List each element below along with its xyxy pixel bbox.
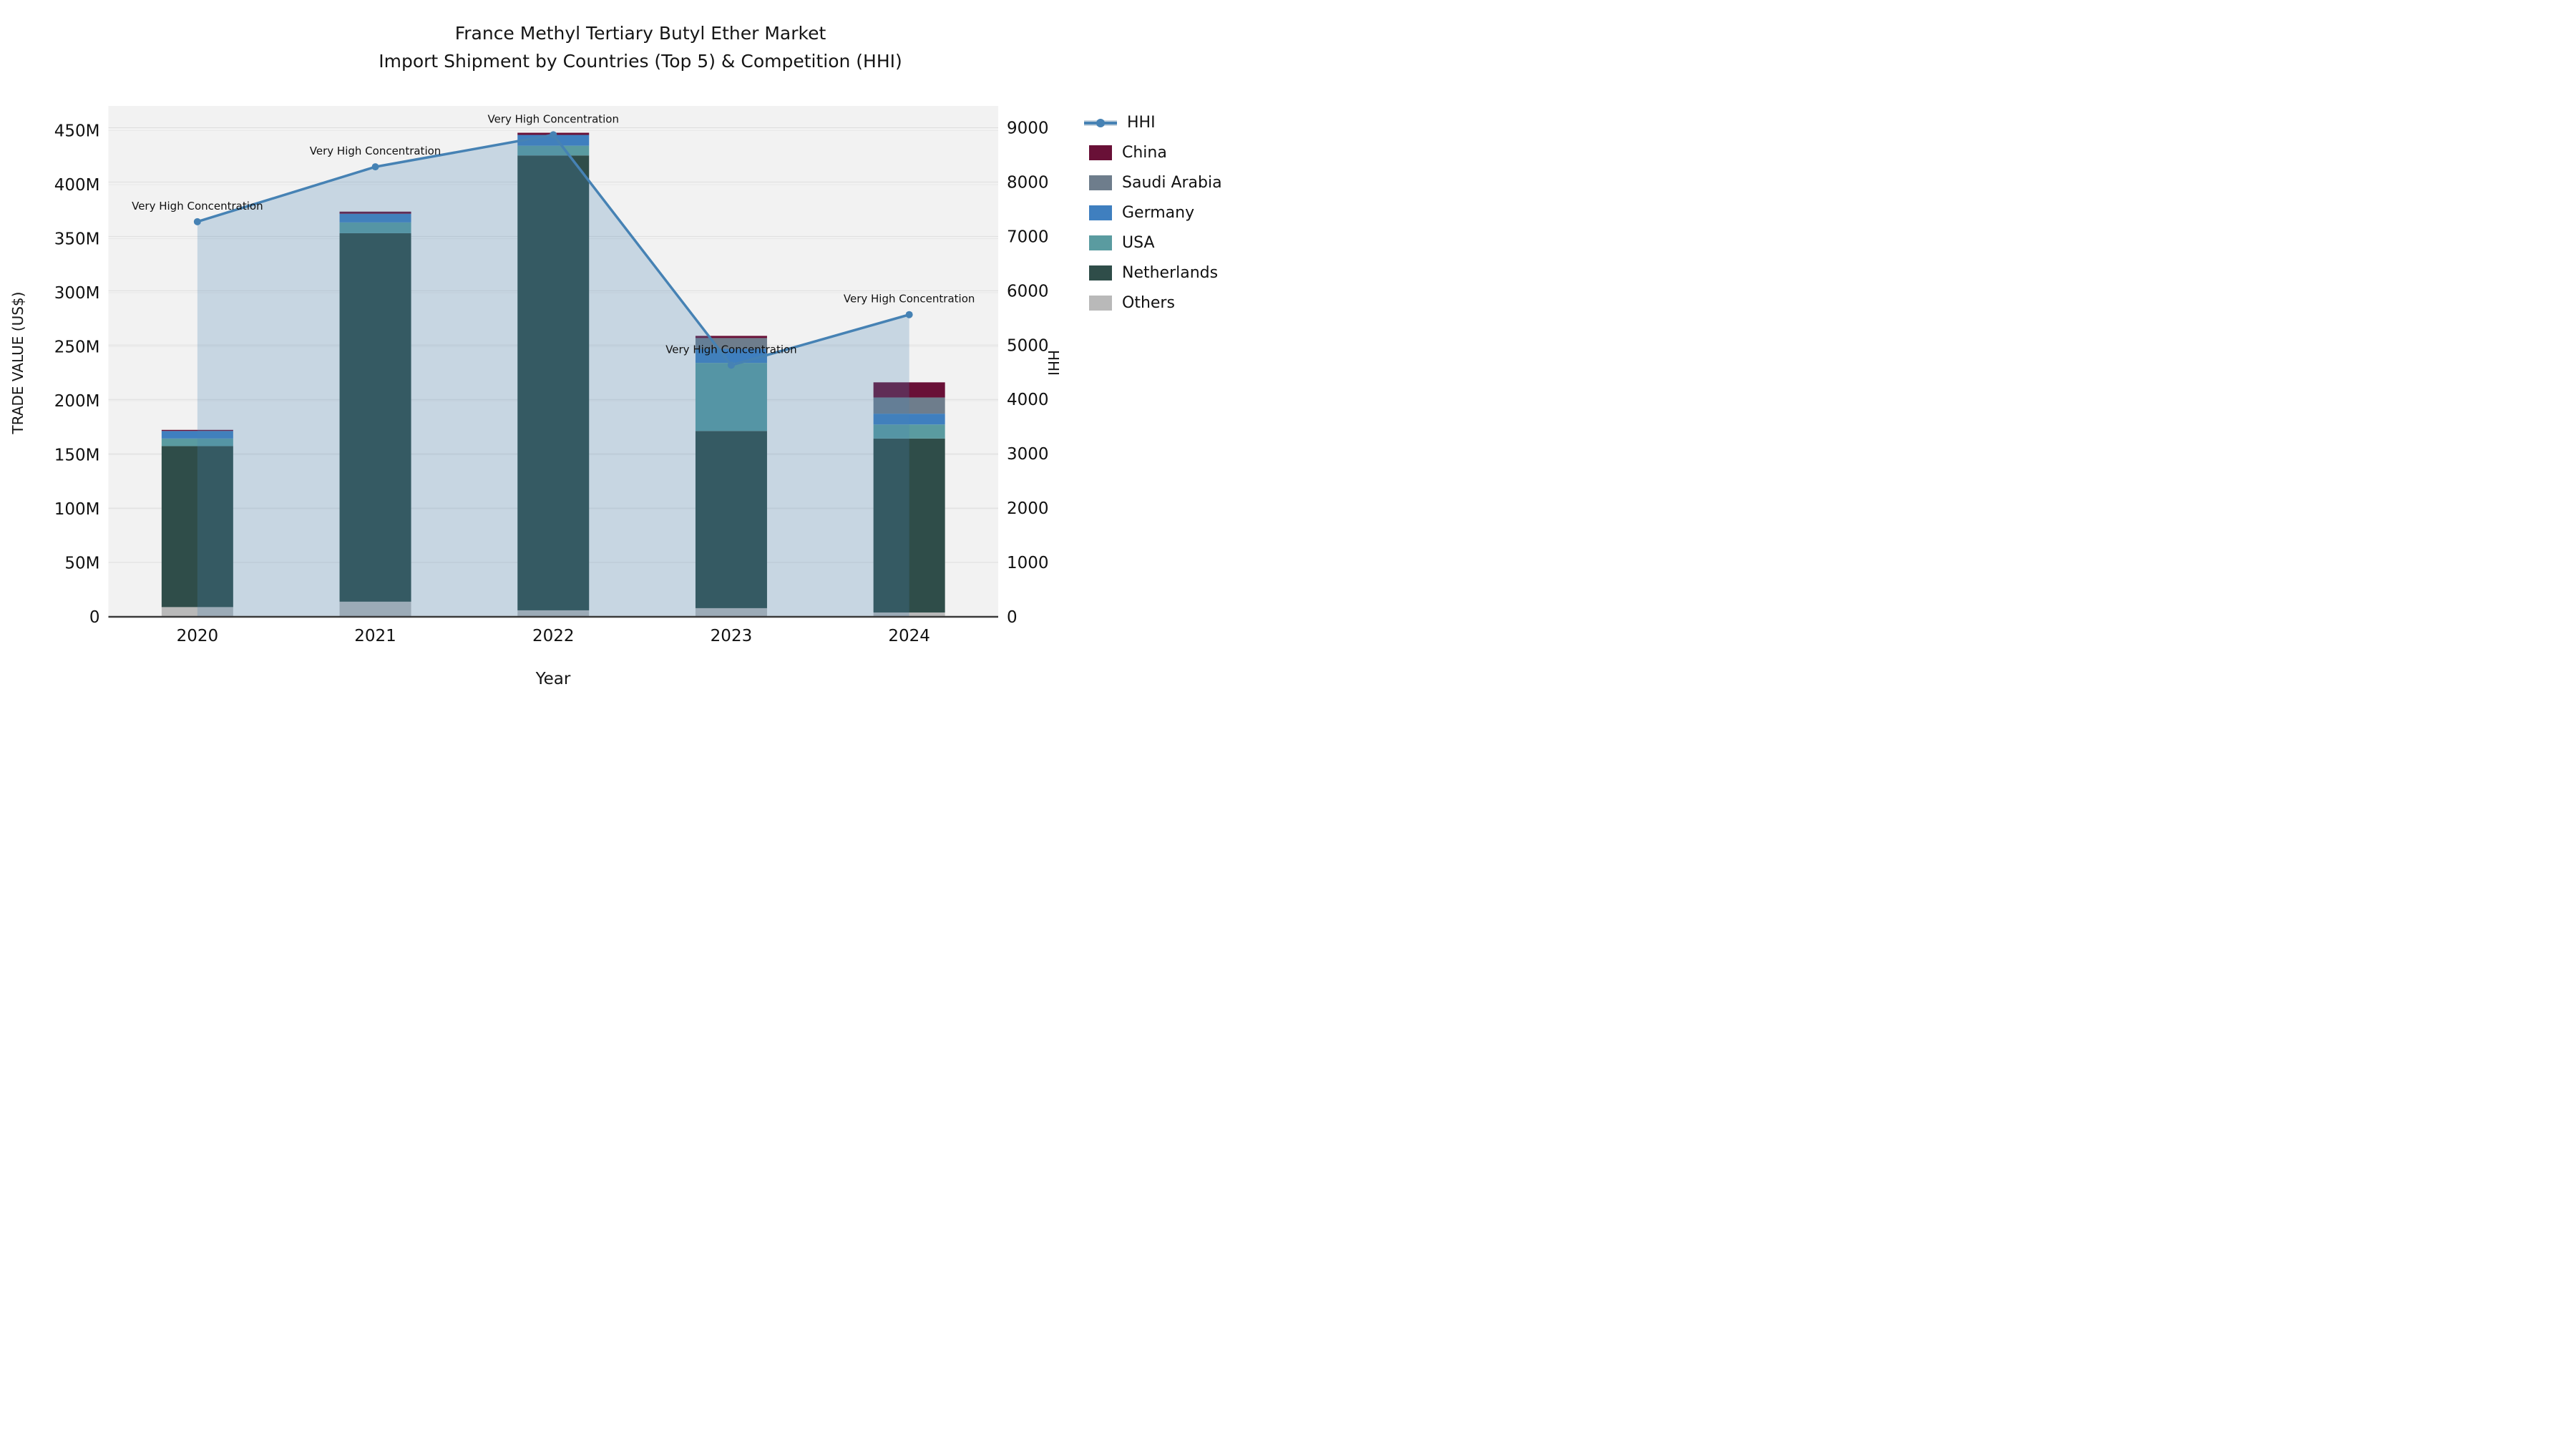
x-tick-2021: 2021: [354, 627, 396, 645]
y-right-tick-4000: 4000: [1007, 391, 1049, 409]
x-tick-2023: 2023: [711, 627, 753, 645]
legend-item-netherlands: Netherlands: [1089, 258, 1222, 288]
bar-segment-usa-2024: [873, 424, 945, 439]
bar-segment-germany-2020: [161, 431, 233, 439]
legend-swatch-others: [1089, 295, 1112, 311]
plot-svg: 0 50M 100M 150M 200M 250M 300M 350M 400M 450M 0 100…: [54, 106, 1049, 645]
y-left-tick-200M: 200M: [54, 392, 100, 411]
legend-item-hhi: HHI: [1084, 107, 1222, 137]
bar-segment-netherlands-2020: [161, 446, 233, 608]
legend-label-hhi: HHI: [1127, 113, 1156, 132]
y-right-tick-2000: 2000: [1007, 499, 1049, 518]
hhi-marker-2022: [550, 131, 557, 139]
bar-segment-saudi-arabia-2024: [873, 397, 945, 414]
y-left-tick-150M: 150M: [54, 447, 100, 465]
hhi-marker-2024: [905, 311, 913, 318]
hhi-marker-2021: [371, 163, 379, 171]
bar-segment-germany-2024: [873, 414, 945, 425]
legend-label-netherlands: Netherlands: [1122, 263, 1219, 282]
legend-item-saudi-arabia: Saudi Arabia: [1089, 167, 1222, 197]
bar-segment-others-2023: [695, 608, 767, 617]
y-left-tick-50M: 50M: [64, 555, 99, 573]
chart-title-line1: France Methyl Tertiary Butyl Ether Marke…: [454, 23, 826, 44]
bar-segment-netherlands-2022: [517, 155, 590, 610]
legend-label-germany: Germany: [1122, 203, 1195, 222]
bar-segment-usa-2020: [161, 438, 233, 447]
legend-swatch-usa: [1089, 235, 1112, 250]
y-left-tick-250M: 250M: [54, 338, 100, 357]
y-left-tick-350M: 350M: [54, 230, 100, 249]
legend-label-others: Others: [1122, 293, 1175, 312]
bar-segment-china-2023: [695, 336, 767, 338]
y-left-tick-100M: 100M: [54, 500, 100, 519]
legend-swatch-china: [1089, 145, 1112, 160]
annotation-2023: Very High Concentration: [665, 343, 797, 356]
bar-segment-germany-2021: [339, 213, 411, 223]
chart-title-line2: Import Shipment by Countries (Top 5) & C…: [379, 50, 902, 72]
x-axis-title: Year: [535, 670, 571, 688]
legend: HHI China Saudi Arabia Germany USA Netherland…: [1084, 107, 1222, 318]
bar-segment-china-2024: [873, 382, 945, 398]
bar-segment-netherlands-2024: [873, 438, 945, 613]
annotation-2022: Very High Concentration: [488, 112, 620, 125]
bar-segment-others-2021: [339, 601, 411, 617]
bar-segment-others-2024: [873, 612, 945, 617]
legend-swatch-saudi-arabia: [1089, 175, 1112, 190]
y-right-tick-6000: 6000: [1007, 282, 1049, 301]
legend-label-usa: USA: [1122, 233, 1155, 252]
annotation-2024: Very High Concentration: [844, 293, 975, 306]
x-tick-2020: 2020: [177, 627, 219, 645]
y-right-tick-0: 0: [1007, 608, 1018, 627]
bar-segment-netherlands-2023: [695, 431, 767, 608]
chart-canvas: France Methyl Tertiary Butyl Ether Marke…: [0, 0, 1288, 725]
x-tick-2024: 2024: [888, 627, 930, 645]
y-right-tick-5000: 5000: [1007, 336, 1049, 355]
legend-label-saudi-arabia: Saudi Arabia: [1122, 173, 1222, 192]
chart-title: France Methyl Tertiary Butyl Ether Marke…: [0, 20, 1281, 76]
y-left-tick-450M: 450M: [54, 122, 100, 141]
y-right-tick-3000: 3000: [1007, 445, 1049, 464]
annotation-2021: Very High Concentration: [310, 145, 441, 157]
legend-item-usa: USA: [1089, 228, 1222, 258]
bar-segment-china-2021: [339, 211, 411, 214]
y-left-tick-0: 0: [89, 608, 100, 627]
bar-segment-usa-2021: [339, 222, 411, 233]
x-tick-2022: 2022: [532, 627, 575, 645]
annotation-2020: Very High Concentration: [132, 200, 263, 213]
bar-segment-china-2020: [161, 429, 233, 431]
bar-segment-usa-2022: [517, 145, 590, 156]
y-left-tick-300M: 300M: [54, 284, 100, 303]
bar-segment-others-2022: [517, 610, 590, 617]
legend-swatch-netherlands: [1089, 265, 1112, 280]
legend-item-others: Others: [1089, 288, 1222, 318]
y-right-tick-7000: 7000: [1007, 228, 1049, 246]
y-right-tick-9000: 9000: [1007, 119, 1049, 137]
hhi-marker-2020: [193, 218, 201, 225]
y-right-tick-8000: 8000: [1007, 173, 1049, 192]
legend-item-germany: Germany: [1089, 197, 1222, 228]
hhi-marker-2023: [727, 361, 735, 369]
y-right-tick-1000: 1000: [1007, 554, 1049, 572]
legend-item-china: China: [1089, 137, 1222, 167]
hhi-area-fill: [197, 135, 909, 618]
legend-swatch-germany: [1089, 205, 1112, 220]
legend-label-china: China: [1122, 143, 1167, 162]
legend-hhi-line-icon: [1084, 115, 1117, 130]
bar-segment-others-2020: [161, 607, 233, 617]
bar-segment-usa-2023: [695, 363, 767, 431]
bar-segment-netherlands-2021: [339, 233, 411, 602]
y-left-tick-400M: 400M: [54, 176, 100, 195]
